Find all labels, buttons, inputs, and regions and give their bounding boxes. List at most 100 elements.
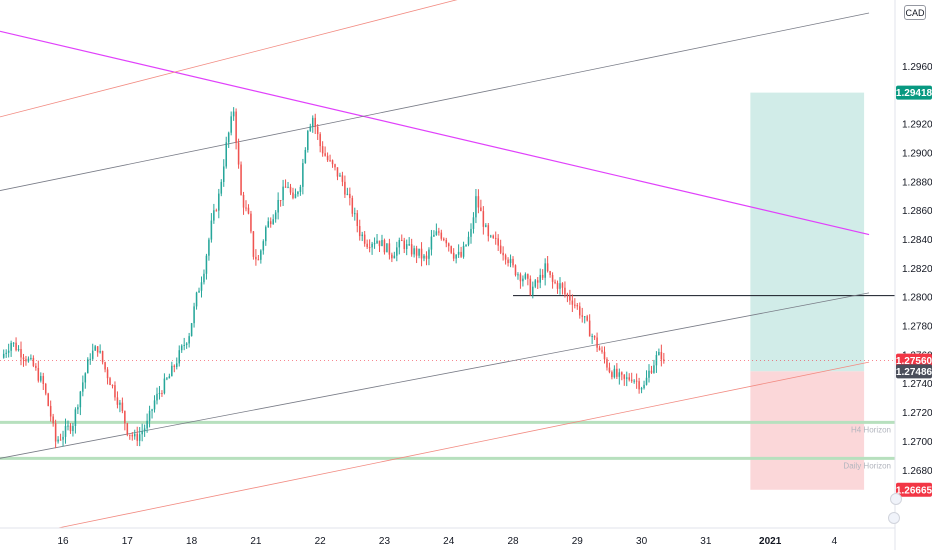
- candle-body: [551, 275, 554, 282]
- y-tick-label: 1.26800: [902, 466, 932, 477]
- candle-body: [101, 351, 104, 363]
- candle-body: [119, 402, 121, 405]
- candle-body: [591, 335, 593, 337]
- candle-body: [22, 357, 25, 360]
- candle-body: [608, 367, 611, 373]
- candle-body: [25, 359, 27, 362]
- candle-body: [601, 350, 603, 352]
- y-tick-label: 1.27200: [902, 408, 932, 419]
- candle-body: [311, 117, 314, 127]
- candle-body: [633, 380, 635, 382]
- candle-body: [54, 423, 57, 442]
- candle-body: [499, 245, 502, 253]
- candle-body: [539, 274, 541, 283]
- candle-body: [133, 433, 136, 437]
- candle-body: [616, 368, 618, 377]
- candle-body: [415, 248, 418, 256]
- candle-body: [534, 280, 537, 287]
- candle-body: [581, 315, 584, 317]
- candle-body: [583, 316, 586, 318]
- candle-body: [94, 346, 96, 351]
- candle-body: [52, 416, 54, 424]
- candle-body: [272, 219, 274, 225]
- candle-body: [623, 374, 626, 379]
- candle-body: [485, 225, 487, 227]
- candle-body: [613, 368, 616, 378]
- y-tick-label: 1.27400: [902, 379, 932, 390]
- candle-body: [480, 207, 482, 212]
- candle-body: [452, 252, 455, 259]
- candle-body: [472, 217, 475, 229]
- candle-body: [596, 337, 598, 348]
- candle-body: [329, 160, 331, 162]
- candle-body: [44, 383, 47, 394]
- candle-body: [210, 220, 213, 240]
- candle-body: [166, 378, 168, 380]
- candle-body: [346, 193, 349, 195]
- x-tick-label: 17: [122, 536, 134, 547]
- candle-body: [267, 221, 270, 228]
- trend-line: [58, 361, 870, 529]
- candle-body: [225, 142, 227, 167]
- candle-body: [188, 336, 190, 344]
- candle-body: [173, 365, 176, 367]
- x-tick-label: 23: [379, 536, 391, 547]
- candle-body: [89, 358, 92, 360]
- candle-body: [185, 343, 188, 346]
- candle-body: [151, 409, 153, 411]
- candle-body: [603, 351, 606, 360]
- candle-body: [447, 243, 450, 247]
- candle-body: [423, 255, 425, 259]
- candle-body: [593, 335, 596, 338]
- candle-body: [319, 134, 321, 147]
- currency-badge[interactable]: CAD: [904, 5, 926, 20]
- candle-body: [146, 420, 148, 429]
- candle-body: [307, 131, 309, 150]
- candle-body: [556, 282, 559, 289]
- profit-zone: [750, 92, 865, 372]
- candle-body: [403, 240, 405, 250]
- candle-body: [549, 271, 551, 276]
- candle-body: [79, 391, 82, 408]
- candle-body: [203, 273, 205, 283]
- candle-body: [527, 274, 529, 279]
- candle-body: [440, 232, 443, 239]
- candle-body: [260, 250, 262, 260]
- candle-body: [17, 348, 20, 351]
- candle-body: [361, 234, 363, 237]
- candle-body: [7, 350, 10, 353]
- candle-body: [220, 181, 223, 194]
- candle-body: [168, 376, 171, 379]
- y-tick-label: 1.28800: [902, 177, 932, 188]
- candle-body: [294, 194, 297, 199]
- candle-body: [512, 258, 514, 266]
- candle-body: [161, 393, 163, 395]
- candle-body: [393, 255, 396, 259]
- candle-body: [111, 385, 114, 387]
- candle-body: [465, 244, 467, 246]
- candle-body: [282, 186, 284, 201]
- candle-body: [40, 376, 42, 381]
- candle-body: [20, 348, 22, 358]
- candle-body: [388, 243, 391, 255]
- candle-body: [190, 323, 193, 337]
- candle-body: [625, 377, 628, 379]
- candle-body: [430, 236, 433, 250]
- candle-body: [96, 346, 99, 353]
- candle-body: [279, 199, 282, 201]
- candle-body: [477, 196, 480, 208]
- candle-body: [418, 248, 420, 256]
- candle-body: [349, 193, 351, 199]
- candle-body: [121, 402, 124, 412]
- price-tag-box: [896, 482, 932, 497]
- y-tick-label: 1.29000: [902, 148, 932, 159]
- candle-body: [27, 358, 30, 362]
- candle-body: [57, 439, 59, 442]
- x-tick-label: 18: [186, 536, 198, 547]
- candle-body: [148, 410, 151, 421]
- candle-body: [163, 378, 166, 394]
- candle-body: [277, 199, 279, 213]
- candle-body: [131, 435, 134, 437]
